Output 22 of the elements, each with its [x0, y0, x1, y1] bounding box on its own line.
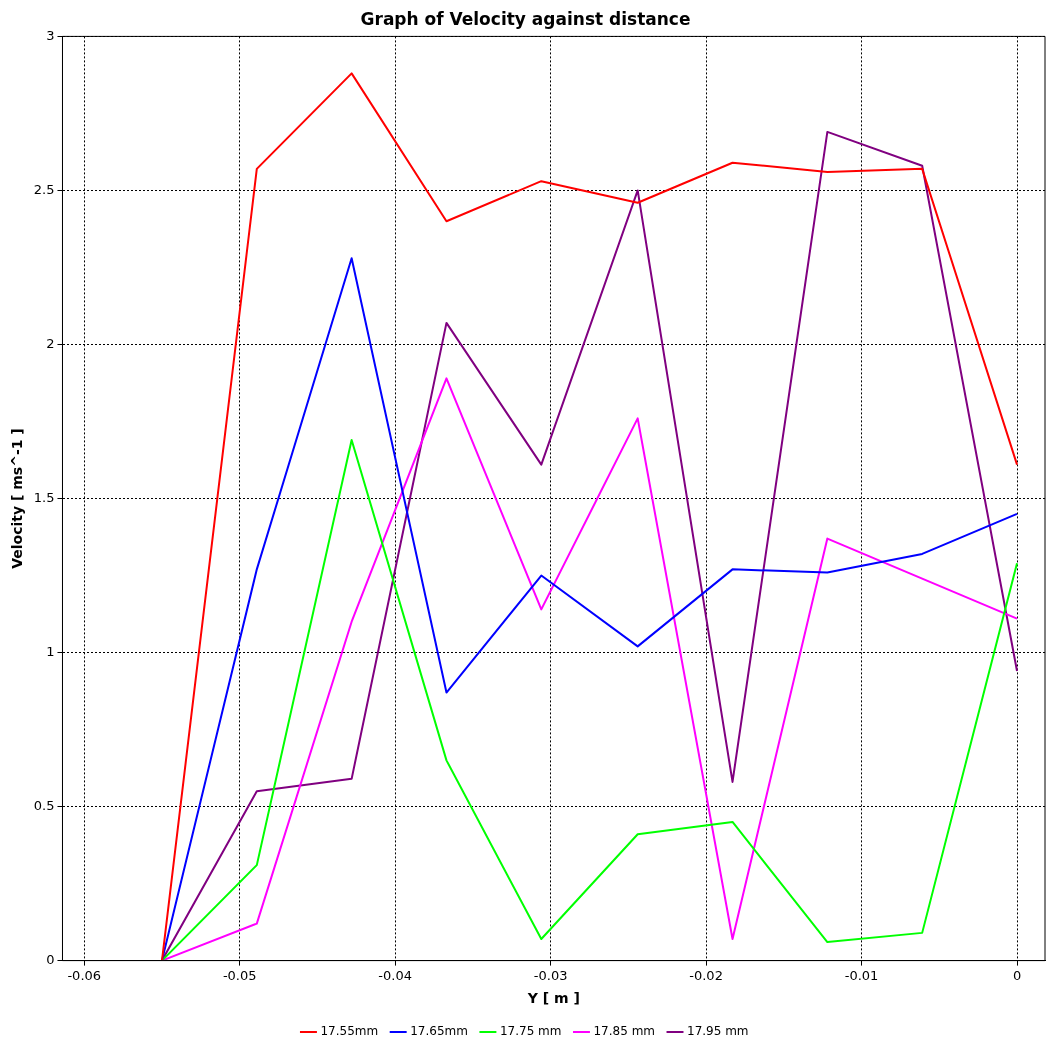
x-tick-label: -0.01 [844, 967, 879, 983]
y-tick-label: 1.5 [33, 489, 55, 505]
x-tick-label: -0.04 [378, 967, 412, 983]
legend-label: 17.85 mm [593, 1024, 656, 1039]
x-tick-label: -0.05 [222, 967, 257, 983]
y-tick-label: 3 [46, 27, 55, 43]
y-tick-label: 0 [46, 951, 55, 967]
legend-label: 17.95 mm [687, 1024, 749, 1039]
x-axis-title: Y [ m ] [526, 990, 580, 1007]
y-axis-title: Velocity [ ms^-1 ] [9, 428, 26, 569]
y-tick-label: 2.5 [33, 181, 55, 197]
x-tick-label: -0.06 [67, 967, 102, 983]
legend-label: 17.55mm [320, 1024, 379, 1039]
x-tick-label: 0 [1012, 967, 1022, 983]
chart-title: Graph of Velocity against distance [360, 8, 691, 29]
y-tick-label: 0.5 [33, 797, 55, 813]
x-tick-label: -0.03 [533, 967, 568, 983]
y-tick-label: 1 [46, 643, 55, 659]
x-tick-label: -0.02 [689, 967, 723, 983]
y-tick-label: 2 [46, 335, 55, 351]
legend-label: 17.65mm [410, 1024, 468, 1039]
legend-label: 17.75 mm [499, 1024, 562, 1039]
